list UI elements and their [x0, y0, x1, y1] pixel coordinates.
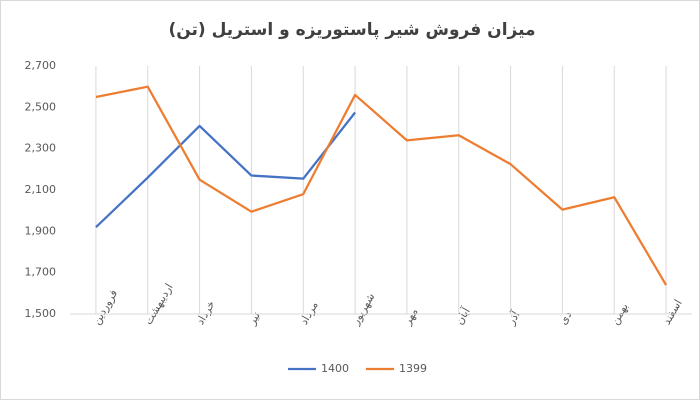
y-tick-label: 1,900 [25, 224, 57, 237]
y-tick-label: 2,300 [25, 142, 57, 155]
y-tick-label: 1,500 [25, 307, 57, 320]
series-line [95, 85, 668, 286]
y-tick-label: 2,700 [25, 59, 57, 72]
legend-label: 1399 [399, 362, 427, 375]
y-tick-label: 2,500 [25, 100, 57, 113]
legend-label: 1400 [321, 362, 349, 375]
chart-title: میزان فروش شیر پاستوریزه و استریل (تن) [168, 20, 535, 40]
y-tick-label: 2,100 [25, 183, 57, 196]
series-line [95, 111, 356, 229]
x-tick-label: دی [556, 309, 574, 327]
y-tick-label: 1,700 [25, 266, 57, 279]
